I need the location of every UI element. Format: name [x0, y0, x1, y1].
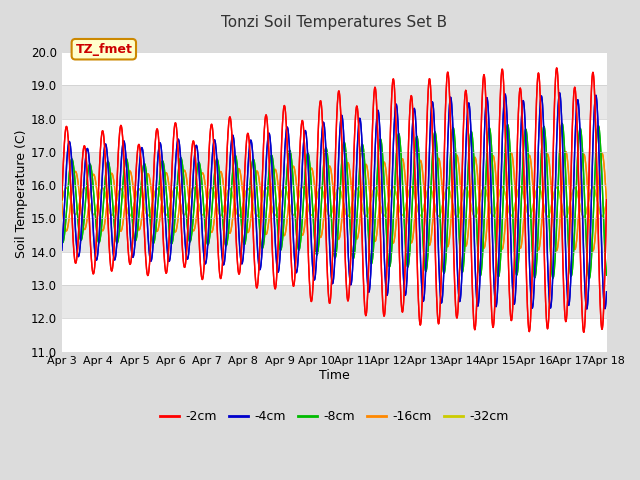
Bar: [62, 185, 607, 218]
Title: Tonzi Soil Temperatures Set B: Tonzi Soil Temperatures Set B: [221, 15, 447, 30]
Text: TZ_fmet: TZ_fmet: [76, 43, 132, 56]
Bar: [62, 218, 607, 252]
Y-axis label: Soil Temperature (C): Soil Temperature (C): [15, 129, 28, 258]
Bar: [62, 85, 607, 119]
Bar: [62, 119, 607, 152]
Bar: [62, 52, 607, 85]
Bar: [62, 285, 607, 318]
Bar: [62, 252, 607, 285]
Legend: -2cm, -4cm, -8cm, -16cm, -32cm: -2cm, -4cm, -8cm, -16cm, -32cm: [155, 405, 513, 428]
X-axis label: Time: Time: [319, 369, 349, 382]
Bar: [62, 318, 607, 351]
Bar: [62, 152, 607, 185]
